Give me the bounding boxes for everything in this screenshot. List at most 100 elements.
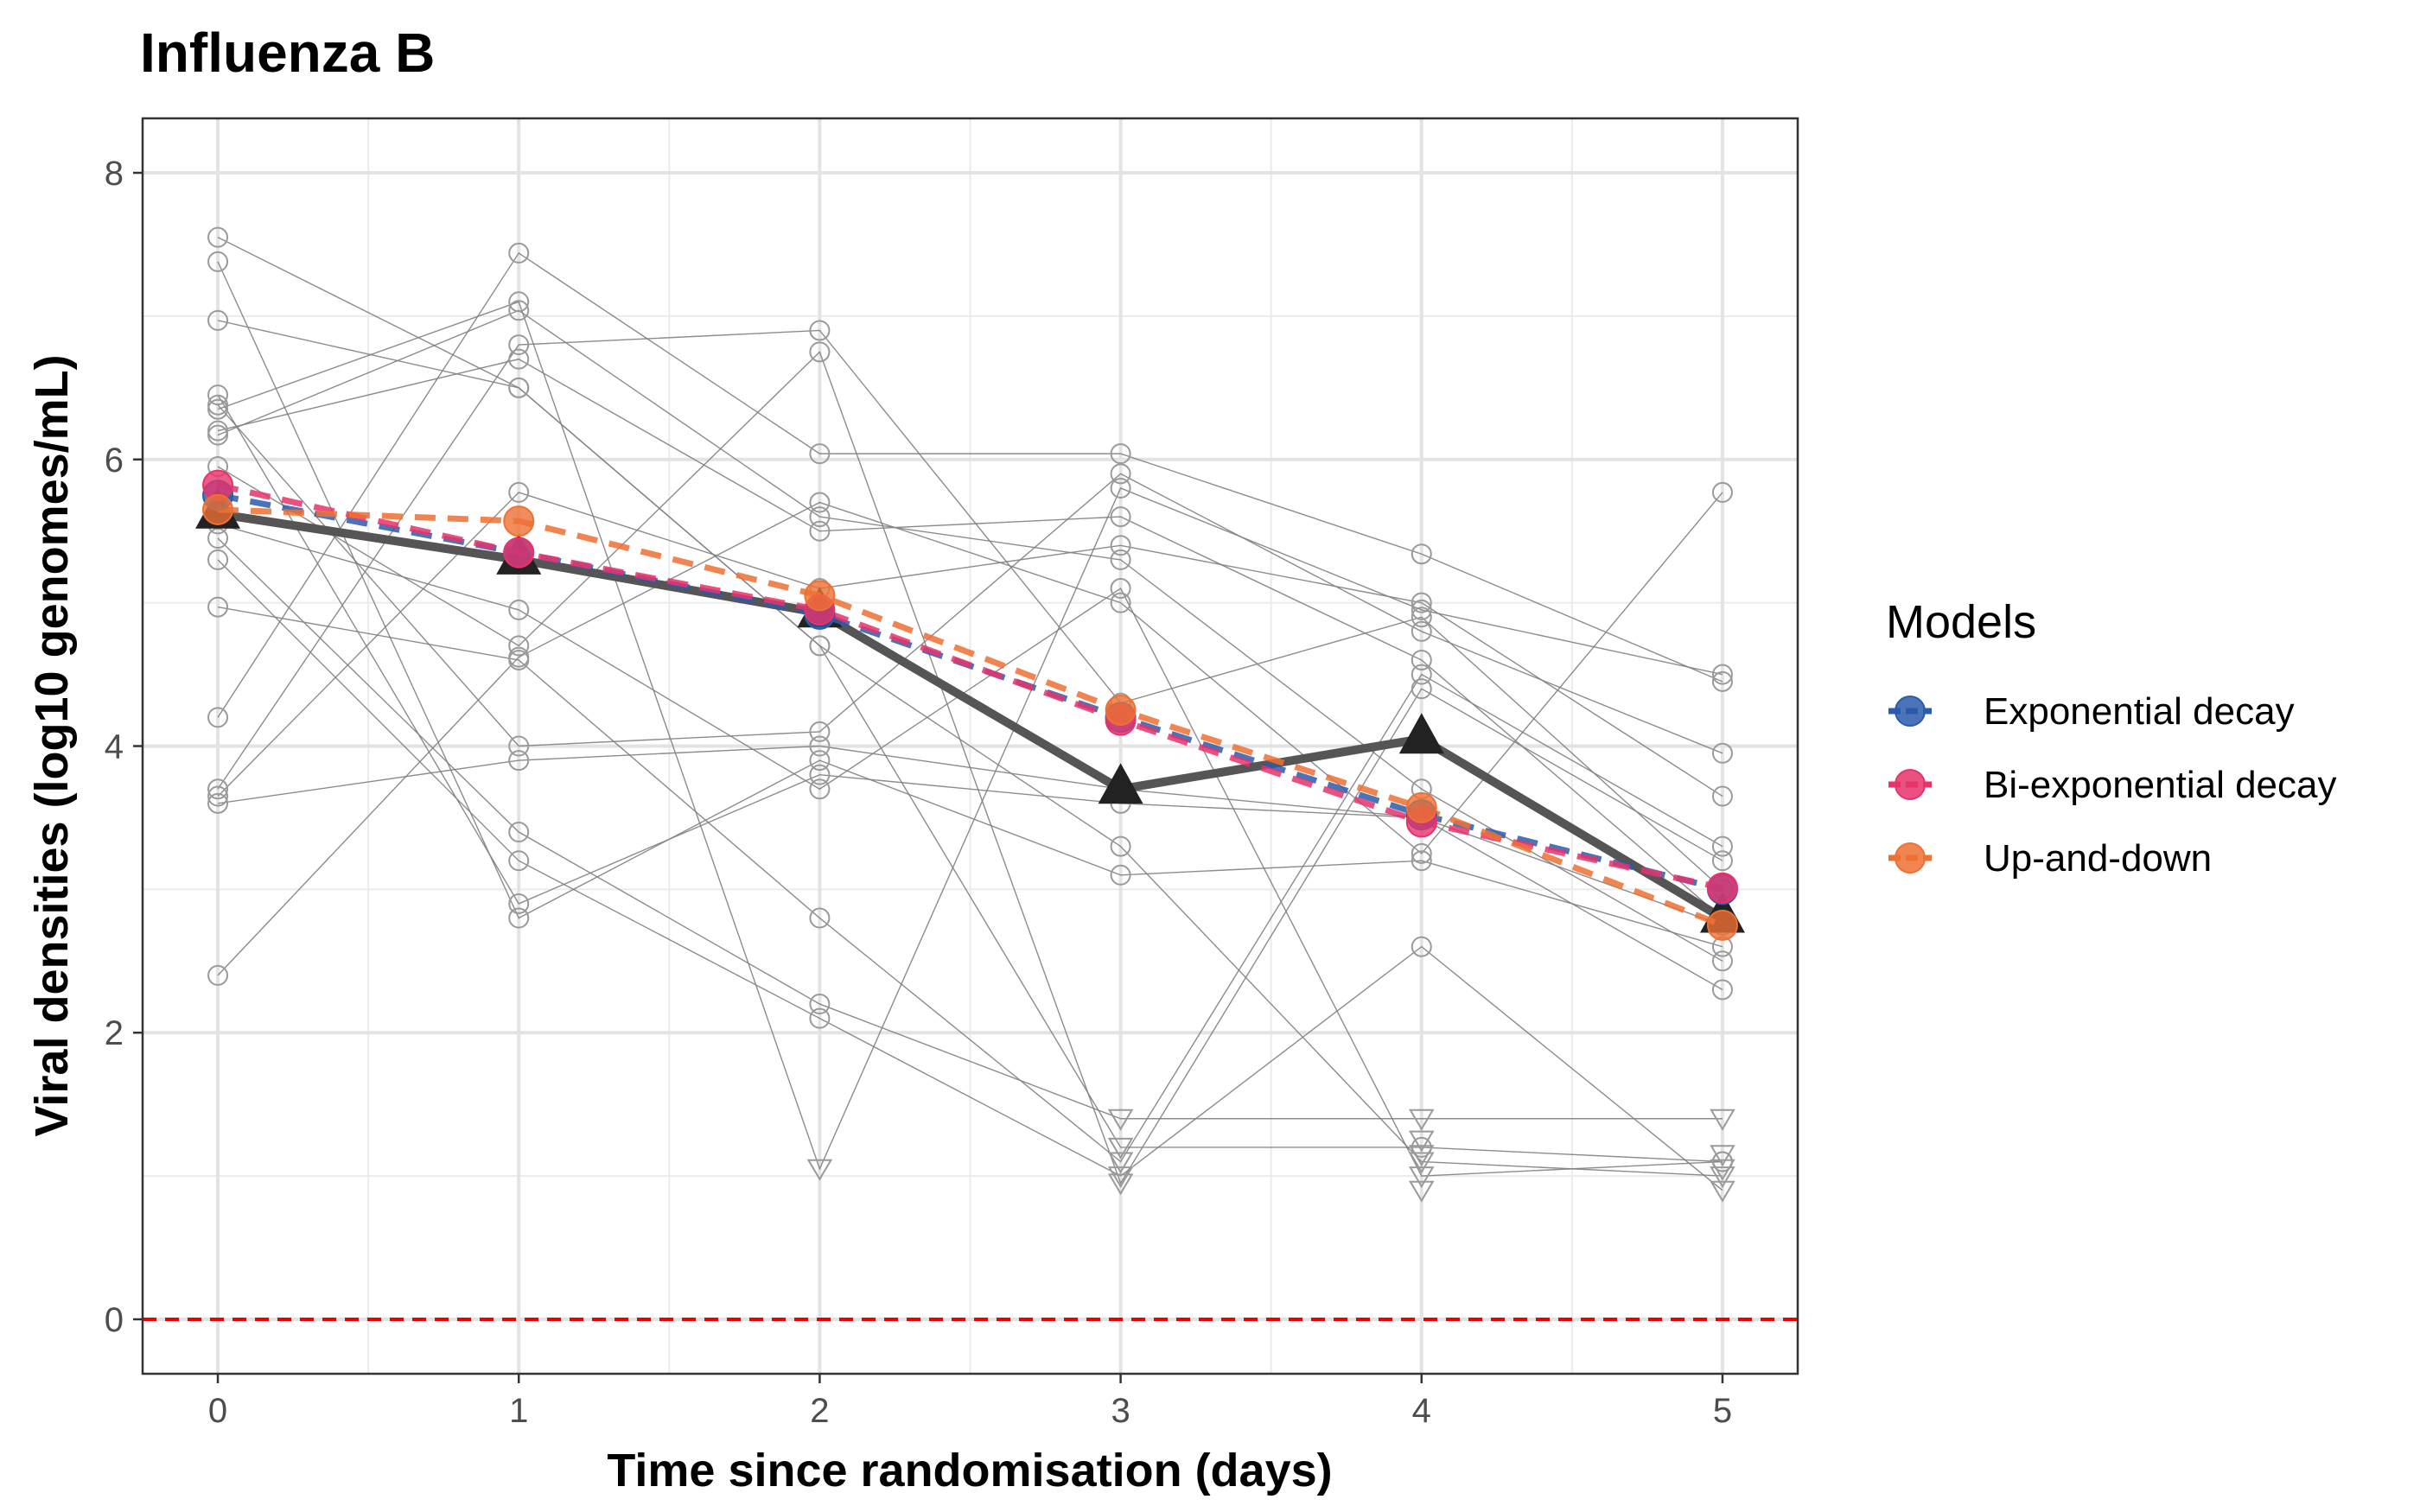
- trajectory-line: [217, 606, 1723, 1163]
- censored-point: [1710, 1159, 1735, 1181]
- observation-point: [1110, 477, 1131, 499]
- observation-point: [1711, 670, 1733, 692]
- model-point: [503, 537, 535, 569]
- trajectory-line: [217, 251, 1723, 718]
- legend-key-point: [1895, 769, 1926, 800]
- observed-mean-line: [217, 509, 1725, 922]
- individual-trajectories: [207, 226, 1735, 1203]
- model-series: [202, 469, 1738, 941]
- observation-point: [1110, 443, 1131, 465]
- trajectory-line: [217, 261, 1723, 948]
- observation-point: [1110, 535, 1131, 556]
- legend-key-point: [1895, 696, 1926, 727]
- trajectory-line: [217, 537, 1723, 1120]
- trajectory-line: [217, 237, 1723, 1177]
- observation-point: [508, 907, 530, 929]
- observation-point: [207, 394, 229, 416]
- observation-point: [809, 506, 831, 528]
- x-tick-label: 2: [810, 1392, 829, 1430]
- legend: Models Exponential decay Bi-exponential d…: [1886, 596, 2336, 880]
- observation-point: [207, 398, 229, 420]
- observation-point: [1110, 592, 1131, 613]
- observation-point: [809, 735, 831, 757]
- observation-point: [809, 764, 831, 785]
- observation-point: [1711, 979, 1733, 1001]
- observation-point: [1110, 463, 1131, 485]
- observation-point: [508, 646, 530, 668]
- observation-point: [207, 778, 229, 800]
- observation-point: [207, 792, 229, 814]
- x-tick-label: 4: [1412, 1392, 1431, 1430]
- observation-point: [207, 785, 229, 807]
- y-tick-label: 2: [105, 1014, 124, 1052]
- y-tick-label: 4: [105, 728, 124, 766]
- x-tick-label: 1: [509, 1392, 528, 1430]
- censored-point: [1107, 1152, 1134, 1174]
- observation-point: [1711, 664, 1733, 685]
- observation-point: [1411, 936, 1432, 957]
- observation-point: [1711, 950, 1733, 972]
- trajectory-line: [217, 492, 1723, 976]
- observation-point: [207, 424, 229, 446]
- observation-point: [508, 242, 530, 264]
- observation-point: [1110, 835, 1131, 857]
- trajectory-line: [217, 404, 1723, 754]
- y-tick-label: 6: [105, 442, 124, 480]
- observation-point: [207, 251, 229, 272]
- observation-point: [1110, 864, 1131, 886]
- observation-point: [207, 226, 229, 248]
- observation-point: [1110, 506, 1131, 528]
- observation-point: [207, 527, 229, 549]
- observation-point: [1411, 850, 1432, 872]
- censored-point: [1107, 1137, 1134, 1159]
- trajectory-line: [217, 492, 1723, 797]
- observation-point: [1711, 850, 1733, 872]
- observation-point: [508, 735, 530, 757]
- censored-point: [1409, 1152, 1435, 1174]
- observed-mean-point: [1398, 713, 1444, 754]
- observation-point: [508, 291, 530, 313]
- legend-label: Exponential decay: [1984, 690, 2295, 733]
- chart-title: Influenza B: [140, 22, 435, 84]
- observation-point: [508, 334, 530, 356]
- observation-point: [809, 907, 831, 929]
- censored-point: [1409, 1166, 1435, 1189]
- model-point: [1105, 695, 1137, 727]
- observation-point: [1411, 607, 1432, 628]
- observation-point: [809, 341, 831, 363]
- observation-point: [207, 549, 229, 570]
- x-tick-label: 3: [1111, 1392, 1130, 1430]
- x-tick-label: 5: [1713, 1392, 1732, 1430]
- observation-point: [809, 320, 831, 341]
- observation-point: [809, 994, 831, 1015]
- observation-point: [809, 443, 831, 465]
- model-point: [804, 580, 836, 612]
- trajectory-line: [217, 559, 1723, 1191]
- trajectory-line: [217, 329, 1723, 890]
- observation-point: [207, 964, 229, 986]
- model-line: [217, 506, 1724, 929]
- trajectory-line: [217, 351, 1723, 1185]
- observation-point: [207, 596, 229, 618]
- trajectory-line: [217, 301, 1723, 1171]
- observation-point: [508, 348, 530, 370]
- model-point: [1706, 872, 1738, 904]
- model-point: [1706, 909, 1738, 941]
- model-point: [1405, 791, 1437, 823]
- observation-point: [207, 309, 229, 331]
- legend-key-point: [1895, 842, 1926, 874]
- censored-point: [1409, 1145, 1435, 1167]
- observation-point: [809, 520, 831, 542]
- observation-point: [1711, 742, 1733, 764]
- observation-point: [1110, 578, 1131, 600]
- trajectory-line: [217, 523, 1723, 1177]
- observation-point: [1711, 835, 1733, 857]
- model-point: [503, 505, 535, 537]
- censored-point: [1409, 1130, 1435, 1153]
- censored-point: [1409, 1180, 1435, 1203]
- censored-point: [1107, 1166, 1134, 1189]
- censored-point: [1710, 1145, 1735, 1167]
- observation-point: [508, 377, 530, 398]
- observation-point: [1411, 649, 1432, 670]
